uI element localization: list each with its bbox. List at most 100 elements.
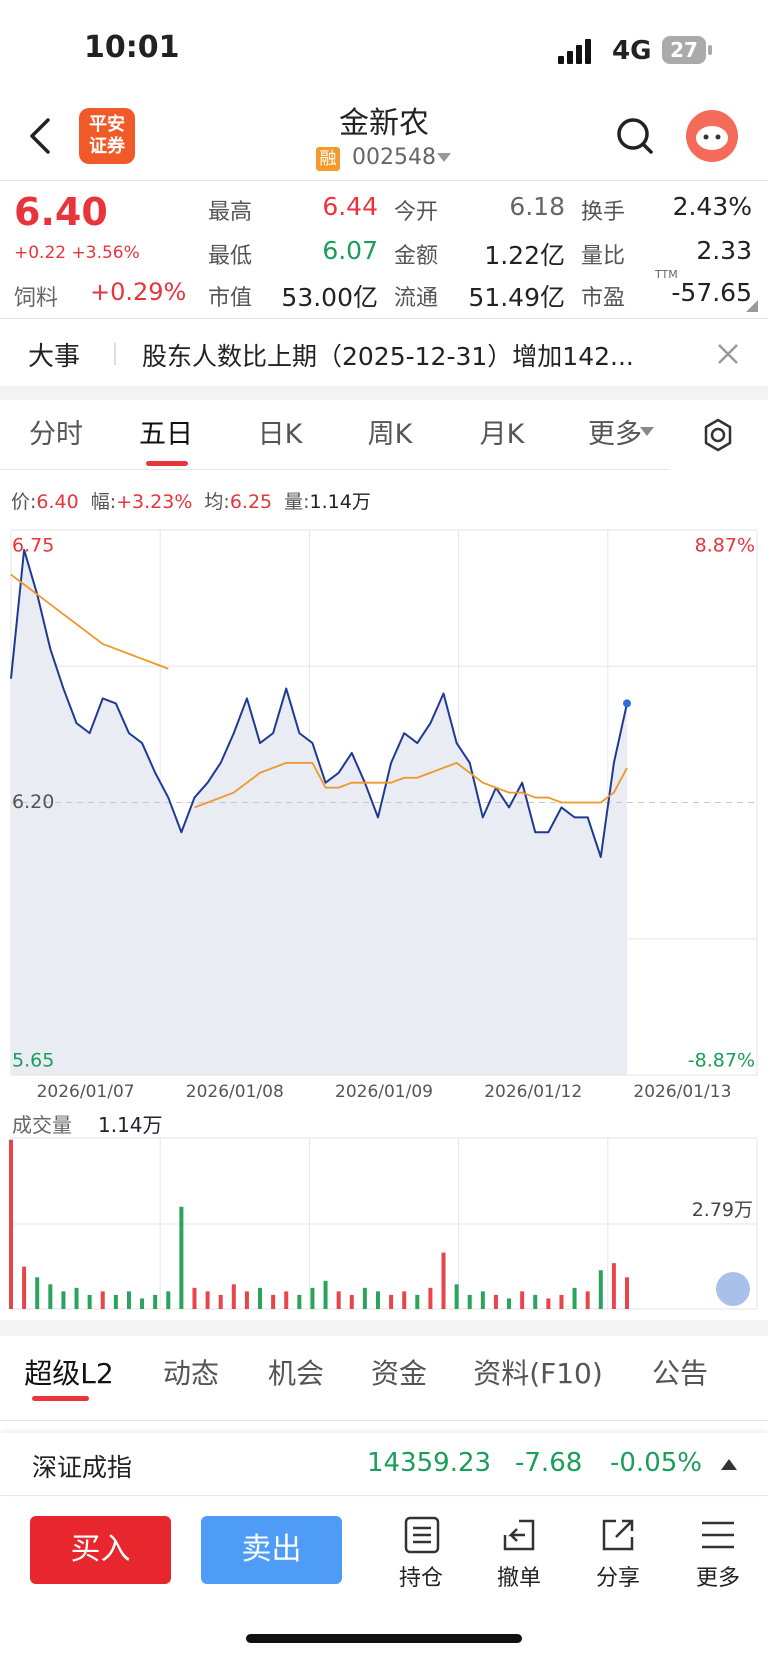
- divider: [0, 1495, 768, 1496]
- stat-label: 市值: [208, 286, 253, 311]
- index-name: 深证成指: [32, 1453, 133, 1482]
- logo-line: 证券: [89, 136, 125, 157]
- bottom-tab[interactable]: 公告: [651, 1357, 708, 1390]
- event-tag: 大事: [28, 342, 81, 372]
- stock-name: 金新农: [339, 106, 429, 141]
- divider: [0, 469, 670, 470]
- broker-logo[interactable]: 平安 证券: [79, 108, 135, 164]
- price-line: [10, 548, 628, 858]
- stat-value: 2.43%: [672, 192, 752, 221]
- fullscreen-button[interactable]: [716, 1272, 750, 1306]
- info-line: 价:6.40 幅:+3.23% 均:6.25 量:1.14万: [11, 487, 383, 514]
- expand-arrow[interactable]: [720, 1457, 738, 1471]
- stat-value: 6.18: [509, 192, 565, 221]
- chart-tab[interactable]: 周K: [367, 419, 413, 450]
- price-change: +0.22 +3.56%: [14, 243, 140, 263]
- stat-label: 量比: [581, 244, 626, 269]
- tool-label[interactable]: 持仓: [398, 1566, 443, 1591]
- chart-tab[interactable]: 更多: [588, 419, 642, 450]
- bottom-tab[interactable]: 资料(F10): [473, 1357, 603, 1390]
- sector-name[interactable]: 饲料: [14, 286, 59, 311]
- holdings-icon[interactable]: [402, 1515, 442, 1555]
- y-tick-label: 6.75: [12, 535, 54, 557]
- chart-tab[interactable]: 月K: [479, 419, 525, 450]
- info-value: 6.25: [229, 491, 273, 513]
- status-time: 10:01: [84, 30, 180, 65]
- bottom-tab[interactable]: 资金: [370, 1357, 427, 1390]
- index-value: 14359.23: [367, 1448, 492, 1478]
- last-price-dot: [623, 699, 631, 708]
- volume-bar: [87, 1294, 92, 1309]
- stat-value: 2.33: [696, 236, 752, 265]
- close-event[interactable]: [716, 342, 740, 366]
- volume-subtitle: 1.14万: [98, 1113, 163, 1137]
- signal-icon: [558, 39, 591, 64]
- volume-bar: [428, 1287, 433, 1309]
- volume-bar: [284, 1291, 289, 1309]
- y-tick-label: 6.20: [12, 791, 54, 813]
- index-ticker[interactable]: 深证成指 14359.23 -7.68 -0.05%: [0, 1433, 768, 1495]
- chart-tab[interactable]: 分时: [29, 419, 83, 450]
- bottom-tab[interactable]: 机会: [267, 1357, 324, 1390]
- volume-bar: [297, 1294, 302, 1309]
- average-line: [10, 573, 628, 809]
- x-tick-label: 2026/01/12: [484, 1082, 582, 1102]
- volume-bar: [166, 1291, 171, 1309]
- settings-button[interactable]: [700, 417, 736, 453]
- stat-value: 1.22亿: [484, 241, 565, 270]
- tool-label[interactable]: 撤单: [496, 1566, 541, 1591]
- sector-change: +0.29%: [90, 278, 187, 306]
- index-change: -7.68: [515, 1448, 583, 1478]
- battery: 27: [662, 36, 706, 64]
- logo-line: 平安: [89, 114, 125, 135]
- volume-bar: [100, 1291, 105, 1309]
- volume-bar: [9, 1139, 13, 1309]
- tool-label[interactable]: 分享: [595, 1566, 640, 1591]
- cancel-icon[interactable]: [499, 1515, 539, 1555]
- bottom-tab[interactable]: 动态: [162, 1357, 219, 1390]
- back-button[interactable]: [26, 116, 54, 156]
- network-type: 4G: [612, 36, 652, 66]
- y-tick-label: 2.79万: [692, 1199, 753, 1221]
- volume-bar: [74, 1287, 79, 1309]
- share-icon[interactable]: [598, 1515, 638, 1555]
- event-text[interactable]: 股东人数比上期（2025-12-31）增加142...: [142, 342, 634, 371]
- y2-tick-label: 8.87%: [695, 535, 755, 557]
- dropdown-arrow[interactable]: [436, 152, 452, 164]
- volume-title: 成交量: [12, 1113, 72, 1137]
- active-tab-indicator: [32, 1396, 89, 1401]
- info-value: +3.23%: [116, 491, 193, 513]
- volume-bar: [35, 1277, 40, 1309]
- volume-bar: [572, 1287, 577, 1309]
- assistant-avatar[interactable]: [686, 110, 738, 162]
- x-tick-label: 2026/01/07: [37, 1082, 135, 1102]
- chart-tab[interactable]: 日K: [257, 419, 303, 450]
- change: +0.22: [14, 243, 67, 263]
- stat-value: 53.00亿: [281, 283, 378, 312]
- stat-label: 金额: [394, 244, 439, 269]
- chart-tab[interactable]: 五日: [139, 419, 193, 450]
- volume-bar: [113, 1294, 118, 1309]
- volume-bar: [271, 1294, 276, 1309]
- volume-bar: [258, 1287, 263, 1309]
- stat-label: 最高: [208, 200, 253, 225]
- bottom-tab[interactable]: 超级L2: [24, 1357, 114, 1390]
- section-gap: [0, 1320, 768, 1336]
- divider: [0, 180, 768, 181]
- tool-label[interactable]: 更多: [695, 1566, 740, 1591]
- stat-value: 6.44: [322, 192, 378, 221]
- volume-bar: [61, 1291, 66, 1309]
- divider: [0, 318, 768, 319]
- stat-value: -57.65: [671, 278, 752, 307]
- volume-bar: [507, 1298, 512, 1309]
- more-icon[interactable]: [698, 1515, 738, 1555]
- buy-button[interactable]: 买入: [30, 1516, 171, 1584]
- margin-badge: 融: [316, 147, 340, 171]
- y2-tick-label: -8.87%: [688, 1050, 755, 1072]
- sell-button[interactable]: 卖出: [201, 1516, 342, 1584]
- volume-bar: [533, 1294, 538, 1309]
- stat-value: 51.49亿: [468, 283, 565, 312]
- search-button[interactable]: [615, 116, 655, 156]
